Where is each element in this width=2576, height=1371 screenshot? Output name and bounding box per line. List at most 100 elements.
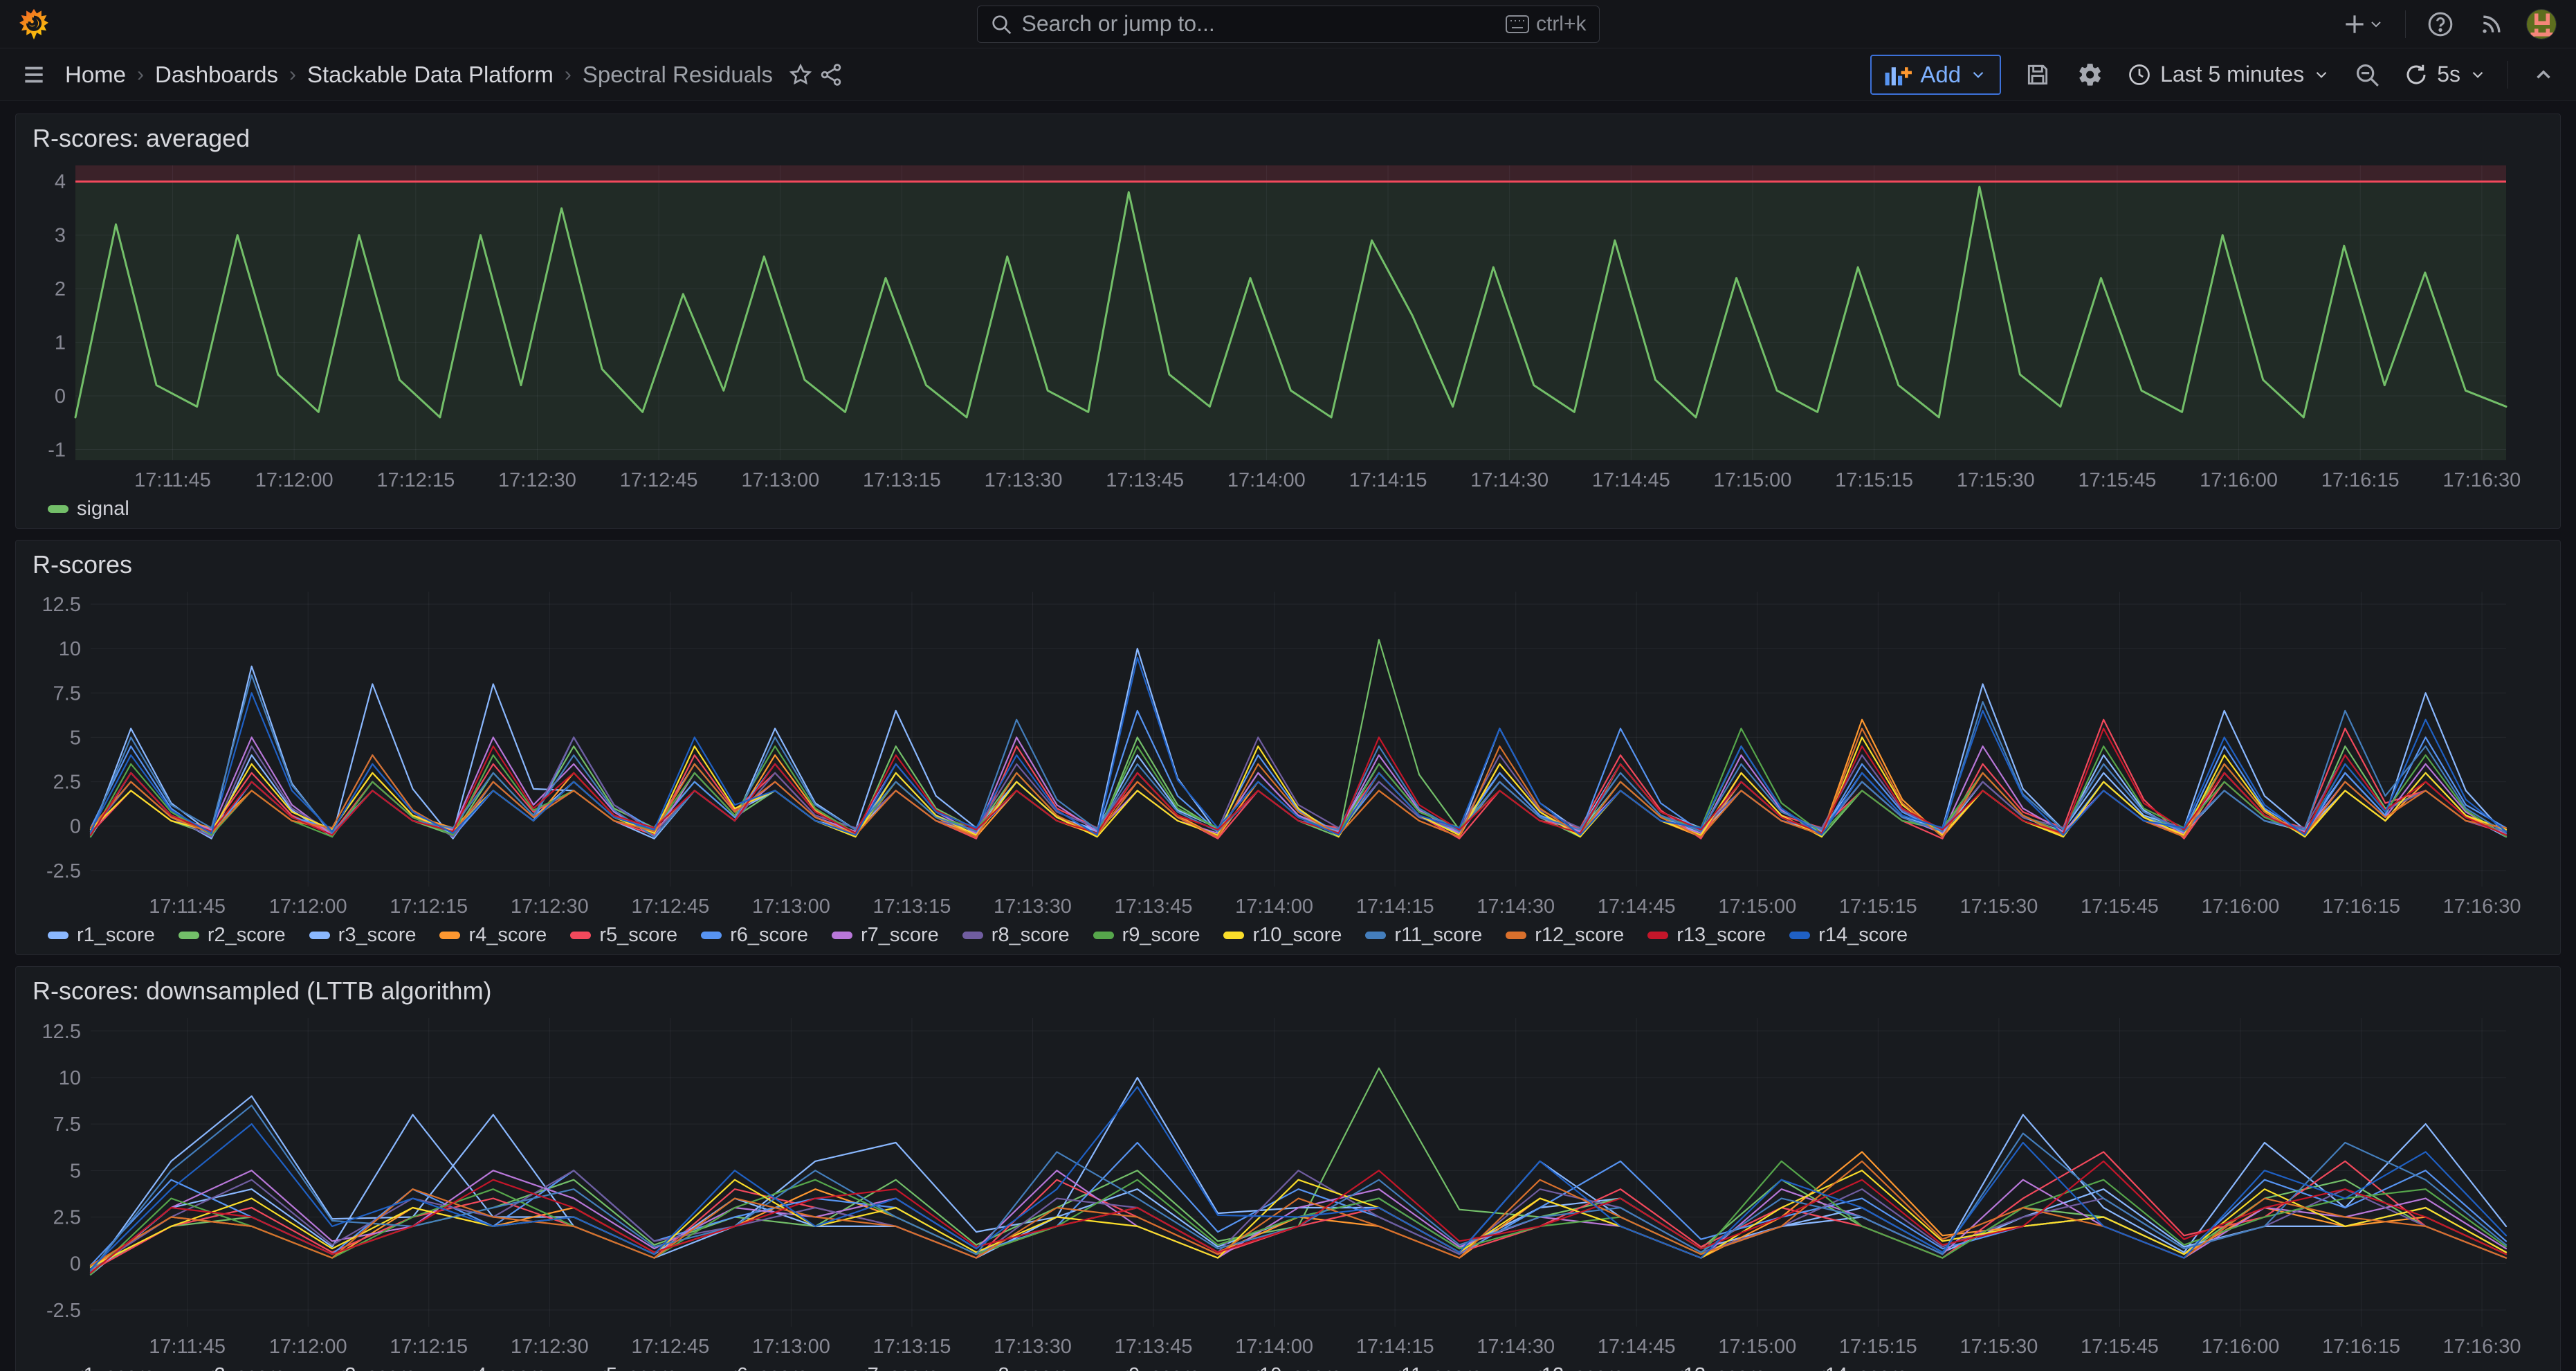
series-color-swatch (1789, 931, 1811, 939)
timeseries-chart-rscores[interactable]: 17:11:45 17:12:00 17:12:15 17:12:30 17:12:45… (30, 586, 2546, 920)
share-dashboard-button[interactable] (816, 60, 846, 90)
svg-text:17:16:30: 17:16:30 (2443, 1336, 2521, 1358)
star-dashboard-button[interactable] (785, 60, 816, 90)
new-menu-button[interactable] (2339, 8, 2387, 40)
legend-item[interactable]: r3_score (309, 1364, 417, 1371)
svg-text:17:12:45: 17:12:45 (620, 469, 698, 491)
series-label: r14_score (1818, 1364, 1908, 1371)
legend-item[interactable]: r11_score (1365, 924, 1482, 947)
panel-title[interactable]: R-scores: averaged (33, 124, 250, 152)
refresh-picker[interactable]: 5s (2404, 62, 2487, 87)
legend-item[interactable]: r14_score (1789, 924, 1908, 947)
keyboard-icon (1505, 15, 1529, 33)
add-panel-button[interactable]: Add (1870, 54, 2002, 95)
breadcrumb-dashboards[interactable]: Dashboards (155, 61, 278, 87)
svg-text:17:13:45: 17:13:45 (1115, 1336, 1193, 1358)
question-circle-icon (2428, 12, 2453, 36)
series-label: r13_score (1677, 1364, 1766, 1371)
legend-item[interactable]: r9_score (1093, 1364, 1200, 1371)
legend-item[interactable]: r4_score (439, 1364, 547, 1371)
svg-text:17:14:00: 17:14:00 (1227, 469, 1306, 491)
legend-item[interactable]: r7_score (831, 924, 939, 947)
svg-text:17:16:15: 17:16:15 (2321, 469, 2400, 491)
legend-item[interactable]: r10_score (1223, 1364, 1342, 1371)
help-button[interactable] (2424, 8, 2457, 41)
series-label: r4_score (468, 923, 547, 946)
svg-text:17:11:45: 17:11:45 (149, 1336, 226, 1358)
legend-item[interactable]: r4_score (439, 924, 547, 947)
legend-item[interactable]: r13_score (1647, 1364, 1766, 1371)
breadcrumb-separator: › (137, 62, 145, 86)
save-icon (2028, 64, 2048, 84)
svg-text:17:12:30: 17:12:30 (498, 469, 576, 491)
legend-item[interactable]: r2_score (178, 923, 286, 947)
svg-text:17:15:00: 17:15:00 (1718, 896, 1796, 918)
legend-item[interactable]: r5_score (570, 1364, 677, 1371)
series-color-swatch (48, 931, 68, 939)
legend-item[interactable]: r2_score (179, 1364, 286, 1371)
series-color-swatch (1506, 931, 1527, 939)
legend-item[interactable]: r14_score (1789, 1364, 1908, 1371)
panel-rscores-downsampled: R-scores: downsampled (LTTB algorithm) 1… (15, 966, 2561, 1371)
svg-text:10: 10 (59, 1067, 81, 1089)
svg-text:17:12:15: 17:12:15 (376, 469, 455, 491)
series-label: r1_score (77, 923, 155, 946)
series-label: r7_score (861, 1364, 939, 1371)
svg-text:17:15:15: 17:15:15 (1835, 469, 1913, 491)
chevron-down-icon (2472, 71, 2483, 78)
svg-text:17:14:00: 17:14:00 (1235, 896, 1313, 918)
dashboard-settings-button[interactable] (2074, 59, 2106, 91)
hamburger-icon (25, 66, 43, 82)
legend-item[interactable]: signal (48, 498, 129, 520)
timeseries-chart-downsampled[interactable]: 17:11:45 17:12:00 17:12:15 17:12:30 17:12:45… (30, 1013, 2546, 1360)
mega-menu-button[interactable] (18, 59, 50, 91)
svg-text:7.5: 7.5 (53, 1114, 81, 1136)
series-label: r2_score (207, 923, 286, 946)
grafana-logo[interactable] (19, 8, 48, 40)
svg-text:17:14:00: 17:14:00 (1235, 1336, 1313, 1358)
chevron-up-icon (2537, 69, 2550, 78)
legend-item[interactable]: r7_score (832, 1364, 939, 1371)
legend-item[interactable]: r10_score (1223, 924, 1342, 947)
time-range-picker[interactable]: Last 5 minutes (2127, 62, 2330, 87)
svg-text:17:15:00: 17:15:00 (1714, 469, 1792, 491)
legend-item[interactable]: r8_score (962, 1364, 1070, 1371)
legend-item[interactable]: r1_score (48, 1364, 155, 1371)
zoom-out-button[interactable] (2351, 59, 2383, 91)
legend-item[interactable]: r12_score (1506, 1364, 1624, 1371)
panel-title[interactable]: R-scores: downsampled (LTTB algorithm) (33, 977, 492, 1005)
legend-item[interactable]: r6_score (701, 924, 808, 947)
add-panel-icon (1885, 66, 1912, 85)
avatar[interactable] (2526, 8, 2557, 39)
svg-text:17:11:45: 17:11:45 (149, 896, 226, 918)
series-color-swatch (570, 931, 592, 939)
svg-text:17:14:30: 17:14:30 (1470, 469, 1549, 491)
legend-item[interactable]: r13_score (1647, 924, 1766, 947)
news-button[interactable] (2475, 8, 2508, 41)
legend-item[interactable]: r5_score (570, 924, 677, 947)
series-label: r3_score (338, 1364, 417, 1371)
svg-text:4: 4 (55, 171, 66, 193)
legend-item[interactable]: r3_score (309, 924, 416, 947)
save-dashboard-button[interactable] (2022, 59, 2054, 91)
legend-item[interactable]: r12_score (1506, 924, 1624, 947)
svg-text:17:13:45: 17:13:45 (1115, 896, 1193, 918)
breadcrumb-separator: › (564, 62, 572, 86)
panel-title[interactable]: R-scores (33, 550, 133, 579)
legend-item[interactable]: r8_score (962, 924, 1070, 947)
breadcrumb-folder[interactable]: Stackable Data Platform (307, 61, 554, 87)
timeseries-chart-averaged[interactable]: 17:11:45 17:12:00 17:12:15 17:12:30 17:12:45… (30, 160, 2546, 493)
series-label: r10_score (1252, 1364, 1342, 1371)
collapse-toolbar-button[interactable] (2529, 60, 2558, 89)
breadcrumb-home[interactable]: Home (65, 61, 127, 87)
legend-item[interactable]: r6_score (701, 1364, 808, 1371)
breadcrumb: Home › Dashboards › Stackable Data Platf… (65, 62, 773, 88)
search-input[interactable]: Search or jump to... ctrl+k (976, 5, 1600, 43)
breadcrumb-current: Spectral Residuals (582, 61, 773, 87)
legend-item[interactable]: r11_score (1365, 1364, 1482, 1371)
series-label: r13_score (1677, 923, 1766, 946)
svg-text:17:14:45: 17:14:45 (1592, 469, 1670, 491)
svg-text:2: 2 (55, 278, 66, 300)
legend-item[interactable]: r9_score (1093, 924, 1200, 947)
legend-item[interactable]: r1_score (48, 924, 155, 947)
